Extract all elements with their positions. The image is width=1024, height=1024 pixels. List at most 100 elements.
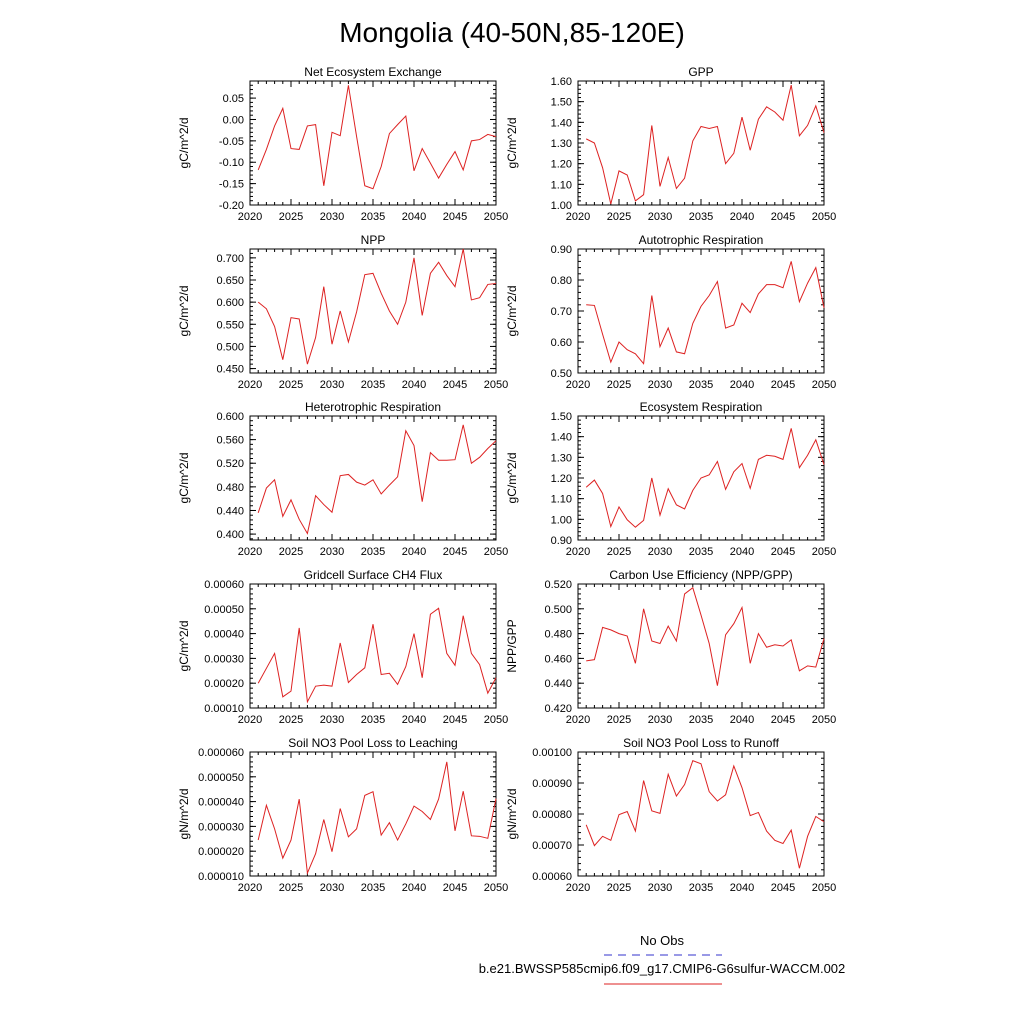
x-tick-label: 2025 xyxy=(279,211,303,223)
y-tick-label: 0.00060 xyxy=(532,871,572,883)
x-tick-label: 2050 xyxy=(812,882,836,894)
x-tick-label: 2035 xyxy=(689,882,713,894)
y-tick-label: 0.600 xyxy=(216,411,244,423)
x-tick-label: 2035 xyxy=(361,546,385,558)
panels: Net Ecosystem Exchange gC/m^2/d 2020 2025 20… xyxy=(177,65,836,894)
y-tick-label: 0.480 xyxy=(544,629,572,641)
x-tick-label: 2040 xyxy=(730,379,754,391)
y-axis-label: gN/m^2/d xyxy=(505,789,519,840)
y-tick-label: 0.420 xyxy=(544,703,572,715)
y-axis-label: gC/m^2/d xyxy=(177,286,191,337)
panel: Carbon Use Efficiency (NPP/GPP) NPP/GPP 20… xyxy=(505,568,836,726)
x-tick-label: 2020 xyxy=(238,714,262,726)
plot-frame xyxy=(577,751,825,877)
series-line xyxy=(585,428,825,529)
y-tick-label: 1.20 xyxy=(551,473,572,485)
panel: NPP gC/m^2/d 2020 2025 2030 2035 2040 2045 2050 0… xyxy=(177,233,508,391)
y-tick-label: 0.520 xyxy=(216,458,244,470)
panel-title: Heterotrophic Respiration xyxy=(305,400,441,414)
x-tick-label: 2045 xyxy=(771,546,795,558)
panel-title: Carbon Use Efficiency (NPP/GPP) xyxy=(609,568,792,582)
y-tick-label: -0.20 xyxy=(219,200,244,212)
x-tick-label: 2050 xyxy=(484,882,508,894)
x-tick-label: 2040 xyxy=(730,714,754,726)
series-line xyxy=(586,586,825,686)
x-tick-label: 2050 xyxy=(484,546,508,558)
x-tick-label: 2020 xyxy=(238,546,262,558)
y-tick-label: 1.50 xyxy=(551,97,572,109)
y-tick-label: 0.90 xyxy=(551,244,572,256)
series-line xyxy=(257,607,497,704)
x-tick-label: 2050 xyxy=(484,714,508,726)
x-tick-label: 2035 xyxy=(361,379,385,391)
x-tick-label: 2035 xyxy=(689,546,713,558)
y-tick-label: 0.520 xyxy=(544,579,572,591)
x-tick-label: 2035 xyxy=(361,211,385,223)
y-axis-label: gN/m^2/d xyxy=(177,789,191,840)
x-tick-label: 2040 xyxy=(402,379,426,391)
x-tick-label: 2040 xyxy=(402,714,426,726)
y-tick-label: 0.00100 xyxy=(532,747,572,759)
x-tick-label: 2025 xyxy=(607,882,631,894)
y-tick-label: -0.15 xyxy=(219,179,244,191)
x-tick-label: 2045 xyxy=(443,714,467,726)
x-tick-label: 2045 xyxy=(443,882,467,894)
y-tick-label: 0.90 xyxy=(551,535,572,547)
x-tick-label: 2030 xyxy=(648,211,672,223)
y-tick-label: 0.480 xyxy=(216,482,244,494)
y-tick-label: 0.50 xyxy=(551,368,572,380)
plot-frame xyxy=(249,80,497,206)
y-tick-label: 0.60 xyxy=(551,337,572,349)
x-tick-label: 2045 xyxy=(443,546,467,558)
y-tick-label: 0.700 xyxy=(216,253,244,265)
y-tick-label: 0.500 xyxy=(216,341,244,353)
y-tick-label: 0.00060 xyxy=(204,579,244,591)
y-tick-label: 0.80 xyxy=(551,275,572,287)
panel-title: GPP xyxy=(688,65,713,79)
legend-label-model: b.e21.BWSSP585cmip6.f09_g17.CMIP6-G6sulf… xyxy=(479,961,846,976)
x-tick-label: 2035 xyxy=(361,714,385,726)
y-tick-label: -0.05 xyxy=(219,136,244,148)
y-tick-label: 1.40 xyxy=(551,117,572,129)
y-tick-label: 1.30 xyxy=(551,138,572,150)
x-tick-label: 2050 xyxy=(812,211,836,223)
plot-frame xyxy=(249,415,497,541)
panel: Ecosystem Respiration gC/m^2/d 2020 2025 203… xyxy=(505,400,836,558)
x-tick-label: 2050 xyxy=(812,379,836,391)
x-tick-label: 2040 xyxy=(402,546,426,558)
panel: Heterotrophic Respiration gC/m^2/d 2020 202… xyxy=(177,400,508,558)
panel-title: Soil NO3 Pool Loss to Runoff xyxy=(623,736,780,750)
y-tick-label: -0.10 xyxy=(219,157,244,169)
series-line xyxy=(257,248,497,365)
panel: Net Ecosystem Exchange gC/m^2/d 2020 2025 20… xyxy=(177,65,508,223)
y-tick-label: 0.450 xyxy=(216,364,244,376)
x-tick-label: 2035 xyxy=(361,882,385,894)
x-tick-label: 2045 xyxy=(771,379,795,391)
y-tick-label: 0.000030 xyxy=(198,821,244,833)
y-tick-label: 1.10 xyxy=(551,494,572,506)
x-tick-label: 2035 xyxy=(689,379,713,391)
y-axis-label: gC/m^2/d xyxy=(505,118,519,169)
x-tick-label: 2020 xyxy=(238,882,262,894)
legend-label-obs: No Obs xyxy=(640,933,685,948)
x-tick-label: 2030 xyxy=(320,546,344,558)
panel-title: Soil NO3 Pool Loss to Leaching xyxy=(288,736,457,750)
x-tick-label: 2035 xyxy=(689,714,713,726)
y-tick-label: 0.650 xyxy=(216,275,244,287)
y-tick-label: 1.20 xyxy=(551,159,572,171)
x-tick-label: 2030 xyxy=(320,882,344,894)
x-tick-label: 2025 xyxy=(607,714,631,726)
y-tick-label: 0.440 xyxy=(544,678,572,690)
panel-title: Gridcell Surface CH4 Flux xyxy=(304,568,443,582)
x-tick-label: 2040 xyxy=(402,882,426,894)
y-tick-label: 0.460 xyxy=(544,653,572,665)
y-tick-label: 1.10 xyxy=(551,179,572,191)
plot-frame xyxy=(249,583,497,709)
x-tick-label: 2030 xyxy=(320,714,344,726)
plot-frame xyxy=(249,751,497,877)
y-tick-label: 0.70 xyxy=(551,306,572,318)
x-tick-label: 2030 xyxy=(320,211,344,223)
y-tick-label: 0.000010 xyxy=(198,871,244,883)
y-tick-label: 0.000040 xyxy=(198,797,244,809)
